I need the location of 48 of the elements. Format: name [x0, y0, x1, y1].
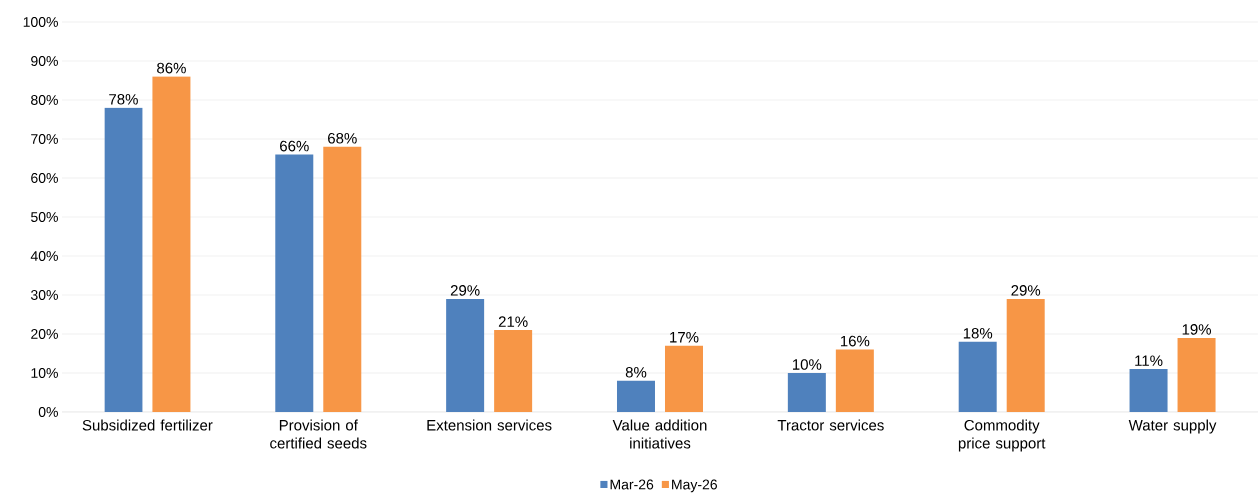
data-label: 86% [157, 62, 186, 74]
y-tick-label: 100% [23, 17, 58, 27]
y-tick-label: 60% [31, 173, 58, 183]
data-label: 29% [450, 285, 480, 296]
data-label: 68% [328, 132, 357, 144]
y-tick-label: 30% [30, 290, 58, 300]
bar [323, 146, 362, 412]
bar [275, 154, 314, 412]
data-label: 66% [280, 140, 309, 152]
x-tick-label: Tractor services [777, 419, 884, 431]
data-label: 10% [792, 359, 822, 370]
data-label: 8% [625, 366, 647, 378]
data-label: 78% [109, 93, 138, 105]
data-label: 21% [498, 316, 528, 327]
bar [787, 373, 826, 412]
x-tick-label: Subsidized fertilizer [82, 419, 213, 431]
bar [152, 76, 191, 412]
data-label: 19% [1182, 324, 1212, 335]
y-tick-label: 20% [31, 329, 58, 339]
bar [494, 330, 533, 412]
legend-label: Mar-26 [610, 479, 654, 490]
bar [104, 107, 143, 412]
data-label: 16% [840, 335, 870, 347]
data-label: 17% [670, 332, 699, 343]
bar [446, 298, 485, 412]
y-tick-label: 50% [31, 212, 58, 222]
y-tick-label: 10% [31, 368, 58, 378]
bar [616, 380, 655, 412]
bar [664, 345, 703, 412]
legend-label: May-26 [672, 479, 717, 493]
y-tick-label: 90% [31, 56, 58, 66]
data-label: 11% [1135, 355, 1163, 366]
data-label: 18% [963, 327, 993, 339]
y-tick-label: 40% [30, 251, 58, 261]
bar [958, 341, 997, 412]
bar [835, 349, 874, 412]
data-label: 29% [1011, 285, 1041, 296]
x-tick-label: Water supply [1128, 419, 1217, 434]
x-tick-label: Extension services [427, 419, 552, 431]
y-tick-label: 70% [31, 134, 58, 144]
x-tick-label: Commodity price support [958, 419, 1046, 452]
bar [1129, 369, 1168, 412]
y-tick-label: 80% [31, 95, 58, 105]
x-tick-label: Provision of certified seeds [270, 419, 367, 449]
y-tick-label: 0% [38, 407, 58, 417]
x-tick-label: Value addition initiatives [612, 419, 707, 449]
bar [1177, 337, 1216, 412]
bar [1006, 298, 1045, 412]
